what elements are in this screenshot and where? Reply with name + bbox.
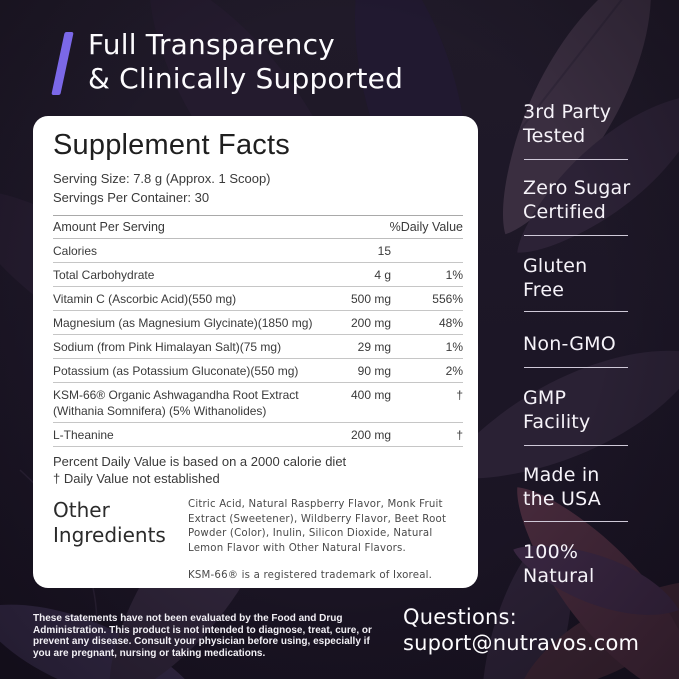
nutrient-amount: 400 mg [350, 387, 391, 402]
table-header-row: Amount Per Serving %Daily Value [53, 215, 463, 239]
badge-zero-sugar-certified: Zero Sugar Certified [523, 176, 635, 224]
supplement-facts-panel: Supplement Facts Serving Size: 7.8 g (Ap… [33, 116, 478, 588]
nutrient-dv: 556% [432, 291, 463, 306]
badge-divider [524, 521, 628, 522]
other-ingredients-body: Citric Acid, Natural Raspberry Flavor, M… [188, 498, 463, 584]
nutrient-amount: 500 mg [350, 291, 391, 306]
nutrient-amount: 90 mg [357, 363, 391, 378]
nutrient-dv: † [456, 387, 463, 402]
badge-line: Gluten [523, 255, 588, 277]
column-header-dv: %Daily Value [389, 220, 463, 234]
nutrient-amount: 200 mg [350, 427, 391, 442]
nutrient-amount: 200 mg [350, 315, 391, 330]
support-email: suport@nutravos.com [403, 631, 640, 655]
table-row: Total Carbohydrate 4 g 1% [53, 263, 463, 287]
page-title: Full Transparency & Clinically Supported [88, 28, 403, 96]
nutrient-name: Calories [53, 243, 98, 258]
serving-info: Serving Size: 7.8 g (Approx. 1 Scoop) Se… [53, 169, 463, 207]
table-row: Potassium (as Potassium Gluconate)(550 m… [53, 359, 463, 383]
badge-3rd-party-tested: 3rd Party Tested [523, 100, 635, 148]
badge-made-in-usa: Made in the USA [523, 463, 635, 511]
nutrient-amount: 15 [377, 243, 391, 258]
badge-line: 100% [523, 541, 579, 563]
servings-per-container: Servings Per Container: 30 [53, 190, 210, 205]
badge-line: Free [523, 279, 565, 301]
nutrient-dv: † [456, 427, 463, 442]
footnote-daily-value: Percent Daily Value is based on a 2000 c… [53, 454, 347, 469]
nutrient-name: Total Carbohydrate [53, 267, 155, 282]
table-row: Sodium (from Pink Himalayan Salt)(75 mg)… [53, 335, 463, 359]
table-row: KSM-66® Organic Ashwagandha Root Extract… [53, 383, 463, 423]
trademark-note: KSM-66® is a registered trademark of Ixo… [188, 570, 433, 581]
footnote-dagger: † Daily Value not established [53, 471, 220, 486]
badge-line: Certified [523, 201, 607, 223]
badge-divider [524, 235, 628, 236]
page-title-line1: Full Transparency [88, 28, 335, 61]
badge-divider [524, 311, 628, 312]
badge-gluten-free: Gluten Free [523, 254, 635, 302]
nutrient-name: KSM-66® Organic Ashwagandha Root Extract… [53, 387, 299, 418]
badge-non-gmo: Non-GMO [523, 332, 635, 356]
badge-100-natural: 100% Natural [523, 540, 635, 588]
nutrient-dv: 1% [445, 339, 463, 354]
badge-line: Made in [523, 464, 600, 486]
badge-line: 3rd Party [523, 101, 612, 123]
table-row: L-Theanine 200 mg † [53, 423, 463, 447]
badge-line: the USA [523, 488, 601, 510]
badge-gmp-facility: GMP Facility [523, 386, 635, 434]
badge-line: Non-GMO [523, 333, 616, 355]
nutrient-amount: 4 g [374, 267, 391, 282]
nutrient-dv: 2% [445, 363, 463, 378]
nutrient-amount: 29 mg [357, 339, 391, 354]
badge-line: GMP [523, 387, 567, 409]
other-ingredients-text: Citric Acid, Natural Raspberry Flavor, M… [188, 499, 447, 554]
facts-table: Amount Per Serving %Daily Value Calories… [53, 215, 463, 447]
table-row: Vitamin C (Ascorbic Acid)(550 mg) 500 mg… [53, 287, 463, 311]
badge-divider [524, 367, 628, 368]
nutrient-name: L-Theanine [53, 427, 114, 442]
badge-divider [524, 445, 628, 446]
table-footnotes: Percent Daily Value is based on a 2000 c… [53, 453, 463, 487]
badge-line: Facility [523, 411, 591, 433]
other-ingredients-section: Other Ingredients Citric Acid, Natural R… [53, 498, 463, 584]
other-ingredients-heading: Other Ingredients [53, 498, 166, 547]
table-row: Calories 15 [53, 239, 463, 263]
column-header-amount: Amount Per Serving [53, 220, 165, 234]
contact-block: Questions: suport@nutravos.com [403, 604, 639, 656]
nutrient-name: Magnesium (as Magnesium Glycinate)(1850 … [53, 315, 313, 330]
questions-label: Questions: [403, 605, 517, 629]
panel-title: Supplement Facts [53, 129, 290, 161]
badge-line: Natural [523, 565, 595, 587]
fda-disclaimer: These statements have not been evaluated… [33, 613, 372, 659]
serving-size: Serving Size: 7.8 g (Approx. 1 Scoop) [53, 171, 271, 186]
badge-divider [524, 159, 628, 160]
nutrient-dv: 1% [445, 267, 463, 282]
page-title-line2: & Clinically Supported [88, 62, 404, 95]
badge-line: Zero Sugar [523, 177, 631, 199]
badge-line: Tested [523, 125, 586, 147]
nutrient-name: Vitamin C (Ascorbic Acid)(550 mg) [53, 291, 237, 306]
nutrient-dv: 48% [438, 315, 463, 330]
nutrient-name: Potassium (as Potassium Gluconate)(550 m… [53, 363, 299, 378]
nutrient-name: Sodium (from Pink Himalayan Salt)(75 mg) [53, 339, 282, 354]
table-row: Magnesium (as Magnesium Glycinate)(1850 … [53, 311, 463, 335]
